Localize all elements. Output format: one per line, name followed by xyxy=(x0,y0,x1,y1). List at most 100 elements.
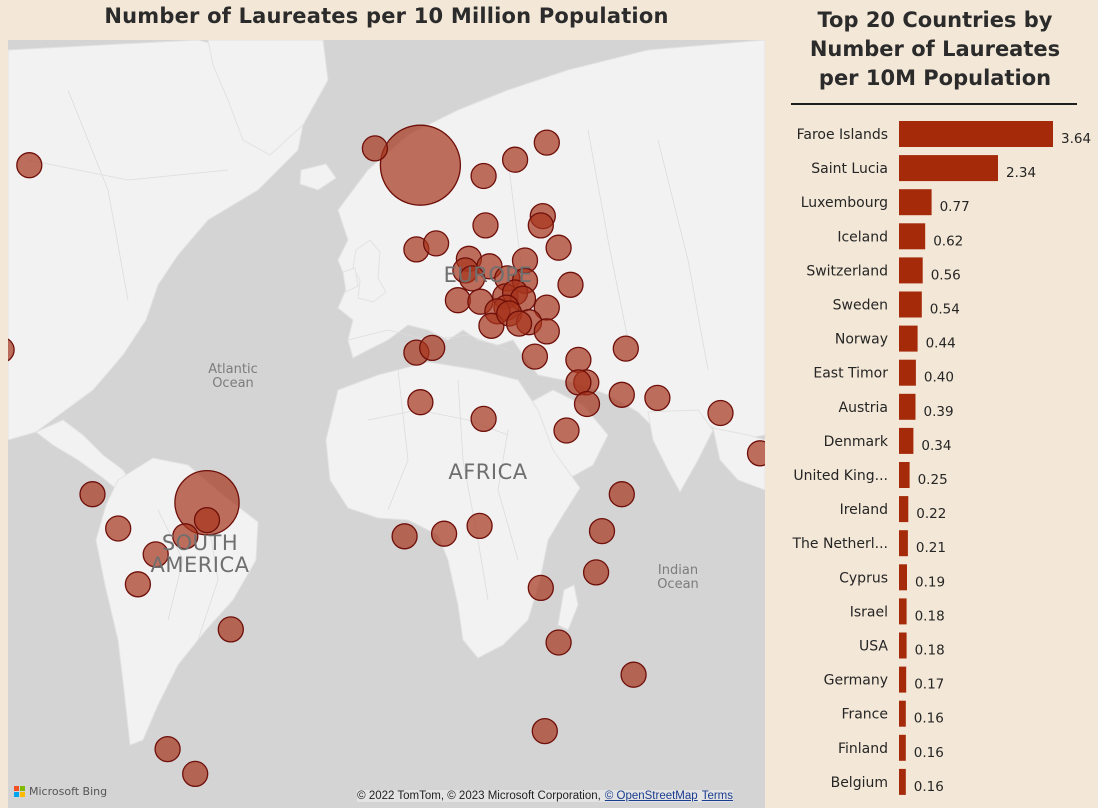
map-bubble[interactable] xyxy=(501,146,529,173)
bar-chart[interactable]: Faroe Islands 3.64 Saint Lucia 2.34 Luxembou… xyxy=(790,114,1095,804)
map-bubble[interactable] xyxy=(553,417,580,444)
map-bubble[interactable] xyxy=(620,661,647,688)
map-bubble[interactable] xyxy=(193,506,221,534)
bar-category-label: Israel xyxy=(850,604,888,620)
bar[interactable] xyxy=(899,291,922,318)
bar-category-label: Germany xyxy=(824,673,888,689)
bar[interactable] xyxy=(899,598,907,625)
map-bubble[interactable] xyxy=(407,389,434,416)
bar-category-label: Cyprus xyxy=(839,570,888,586)
terms-link[interactable]: Terms xyxy=(701,790,733,802)
bar-value-label: 2.34 xyxy=(1006,165,1036,181)
map-bubble[interactable] xyxy=(16,152,43,179)
map-bubble[interactable] xyxy=(124,571,152,598)
map-bubble[interactable] xyxy=(172,523,199,550)
map-bubble[interactable] xyxy=(391,523,418,550)
bar-category-label: Iceland xyxy=(837,229,888,245)
map-bubble[interactable] xyxy=(573,390,601,418)
map-bubble[interactable] xyxy=(608,381,635,408)
bar-value-label: 0.16 xyxy=(914,745,944,761)
map-bubble[interactable] xyxy=(430,520,458,547)
map-bubble[interactable] xyxy=(644,384,671,412)
bar[interactable] xyxy=(899,189,932,216)
map-bubble[interactable] xyxy=(8,337,15,362)
map-bubble[interactable] xyxy=(533,318,560,345)
map-bubble[interactable] xyxy=(608,481,635,508)
map-bubble[interactable] xyxy=(545,234,572,261)
map-bubble[interactable] xyxy=(588,517,616,545)
bar[interactable] xyxy=(899,359,916,386)
map-bubble[interactable] xyxy=(707,399,734,427)
bar[interactable] xyxy=(899,325,918,352)
map-bubble[interactable] xyxy=(154,735,181,763)
bar[interactable] xyxy=(899,462,910,488)
bar-value-label: 0.54 xyxy=(930,302,960,318)
map-bubble[interactable] xyxy=(533,129,560,156)
bing-logo-text: Microsoft Bing xyxy=(29,785,108,798)
bar[interactable] xyxy=(899,155,998,182)
map-bubble[interactable] xyxy=(545,629,572,656)
bing-logo: Microsoft Bing xyxy=(14,785,107,798)
map-bubble[interactable] xyxy=(557,271,584,298)
bar-value-label: 0.40 xyxy=(924,370,954,386)
map-bubble[interactable] xyxy=(527,574,554,602)
bar[interactable] xyxy=(899,257,923,284)
label-africa: AFRICA xyxy=(448,460,528,484)
bar[interactable] xyxy=(899,121,1053,147)
map-bubble[interactable] xyxy=(444,287,472,314)
bar-category-label: Denmark xyxy=(824,434,889,450)
map-bubble[interactable] xyxy=(458,265,486,292)
bar-value-label: 0.77 xyxy=(940,199,970,215)
bar-category-label: Faroe Islands xyxy=(797,127,888,143)
bar[interactable] xyxy=(899,393,916,420)
map-bubble[interactable] xyxy=(419,334,446,362)
map-bubble[interactable] xyxy=(582,559,610,586)
map-panel[interactable]: EUROPE AFRICA SOUTH AMERICA Atlantic Oce… xyxy=(8,40,765,808)
map-bubble[interactable] xyxy=(746,440,766,467)
openstreetmap-link[interactable]: © OpenStreetMap xyxy=(604,790,698,802)
map-bubble[interactable] xyxy=(521,343,549,370)
bar[interactable] xyxy=(899,700,906,727)
map-bubble[interactable] xyxy=(531,717,558,745)
land-greenland xyxy=(207,40,329,156)
bar[interactable] xyxy=(899,530,908,557)
map-bubble[interactable] xyxy=(612,335,639,362)
bar-category-label: Norway xyxy=(835,332,888,348)
map-bubble[interactable] xyxy=(182,760,209,788)
map-bubble[interactable] xyxy=(217,616,244,643)
bar[interactable] xyxy=(899,564,907,591)
map-bubble[interactable] xyxy=(379,124,462,206)
map-bubble[interactable] xyxy=(505,310,533,337)
map-bubble[interactable] xyxy=(174,469,240,536)
bar[interactable] xyxy=(899,632,907,659)
map-bubble[interactable] xyxy=(105,515,132,542)
bar-category-label: The Netherl... xyxy=(791,536,888,552)
bar[interactable] xyxy=(899,768,906,795)
label-europe: EUROPE xyxy=(443,263,533,287)
map-bubble[interactable] xyxy=(527,212,554,239)
land-iceland xyxy=(299,163,337,191)
map-chart-title: Number of Laureates per 10 Million Popul… xyxy=(104,4,669,28)
bar[interactable] xyxy=(899,427,914,454)
map-bubble[interactable] xyxy=(470,162,497,190)
bar[interactable] xyxy=(899,734,906,761)
bar[interactable] xyxy=(899,666,907,693)
map-bubble[interactable] xyxy=(142,541,169,568)
bar[interactable] xyxy=(899,223,926,250)
bar[interactable] xyxy=(899,496,909,523)
land-africa xyxy=(325,361,581,659)
bar-value-label: 0.44 xyxy=(926,336,956,352)
map-bubble[interactable] xyxy=(361,135,389,162)
bar-value-label: 0.39 xyxy=(924,404,954,420)
map-bubble[interactable] xyxy=(422,230,450,257)
land-ireland xyxy=(342,267,359,293)
map-bubble[interactable] xyxy=(565,346,592,374)
bar-value-label: 0.17 xyxy=(914,677,944,693)
map-bubble[interactable] xyxy=(472,212,499,239)
land-india xyxy=(647,409,714,494)
map-canvas[interactable] xyxy=(8,40,765,808)
map-bubble[interactable] xyxy=(470,405,497,433)
bar-category-label: East Timor xyxy=(813,366,888,382)
map-bubble[interactable] xyxy=(79,481,106,508)
map-bubble[interactable] xyxy=(466,512,493,540)
